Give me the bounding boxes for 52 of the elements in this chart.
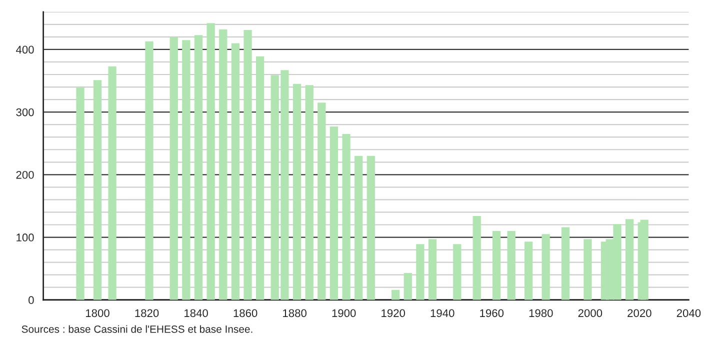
x-tick-label: 1840 — [184, 309, 208, 318]
bar — [305, 85, 314, 300]
x-tick-label: 1800 — [86, 309, 110, 318]
bar — [219, 29, 228, 300]
y-tick-label: 0 — [28, 296, 34, 304]
bar — [492, 231, 501, 300]
bar — [170, 36, 178, 300]
x-tick-label: 1880 — [283, 309, 306, 318]
bar — [626, 219, 634, 300]
bar — [428, 239, 437, 300]
x-tick-label: 2040 — [676, 309, 701, 318]
bar — [194, 35, 203, 300]
bar — [330, 126, 338, 300]
bar — [638, 222, 646, 300]
source-note: Sources : base Cassini de l'EHESS et base Insee. — [22, 325, 252, 333]
bar — [256, 56, 264, 300]
x-tick-label: 1980 — [529, 309, 553, 318]
y-tick-label: 300 — [16, 108, 34, 116]
bar — [206, 23, 215, 300]
bar — [584, 239, 592, 300]
bar — [145, 41, 154, 300]
x-tick-label: 1940 — [430, 309, 454, 318]
bar — [76, 88, 84, 300]
bar — [182, 40, 190, 300]
y-tick-label: 100 — [16, 234, 34, 242]
bar — [108, 66, 116, 300]
bar — [404, 272, 412, 300]
x-tick-label: 1860 — [234, 309, 258, 318]
y-tick-label: 200 — [16, 170, 34, 179]
bar — [561, 227, 570, 300]
x-tick-label: 1900 — [332, 309, 356, 318]
bar — [93, 80, 102, 300]
bar — [507, 231, 516, 300]
bar — [292, 84, 302, 300]
x-tick-label: 1920 — [382, 309, 406, 318]
bar — [392, 290, 400, 300]
bar — [472, 216, 481, 300]
bar — [342, 134, 350, 300]
x-tick-label: 1960 — [480, 309, 504, 318]
bar — [416, 244, 424, 300]
bar — [244, 30, 252, 300]
bar — [524, 242, 533, 300]
bar — [318, 102, 326, 300]
x-tick-label: 2020 — [628, 309, 652, 318]
bar — [354, 156, 363, 300]
bar — [231, 43, 240, 300]
bar — [366, 156, 375, 300]
y-tick-label: 400 — [16, 46, 34, 54]
x-tick-label: 1820 — [135, 309, 159, 318]
bar — [542, 234, 550, 300]
bar — [453, 244, 462, 300]
x-tick-label: 2000 — [578, 309, 602, 318]
